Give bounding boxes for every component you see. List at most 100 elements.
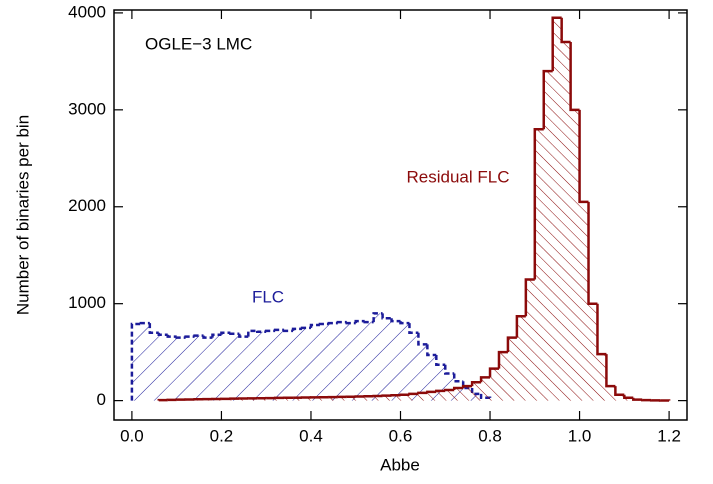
histogram-bar [526, 279, 535, 400]
histogram-step [454, 373, 463, 381]
y-tick-label: 2000 [68, 196, 106, 215]
histogram-step [365, 321, 374, 322]
histogram-bar [392, 321, 401, 400]
histogram-bar [553, 18, 562, 401]
histogram-step [284, 330, 293, 331]
histogram-bar [284, 331, 293, 401]
histogram-step [427, 392, 436, 393]
histogram-bar [383, 318, 392, 400]
histogram-step [597, 304, 606, 354]
histogram-bar [589, 304, 598, 401]
histogram-bar [401, 323, 410, 401]
y-tick-label: 4000 [68, 2, 106, 21]
histogram-step [204, 336, 213, 338]
histogram-bar [481, 377, 490, 400]
series-label: Residual FLC [407, 167, 510, 186]
histogram-bar [141, 323, 150, 401]
histogram-bar [248, 331, 257, 401]
annotation: OGLE−3 LMC [145, 34, 252, 53]
histogram-bar [365, 322, 374, 401]
histogram-step [177, 337, 186, 338]
histogram-bar [562, 42, 571, 401]
histogram-step [633, 398, 642, 400]
histogram-step [436, 355, 445, 365]
histogram-step [427, 344, 436, 355]
histogram-bar [580, 202, 589, 401]
histogram-bar [499, 352, 508, 400]
histogram-bar [329, 323, 338, 401]
histogram-bar [230, 334, 239, 401]
series-label: FLC [252, 287, 284, 306]
histogram-step [571, 42, 580, 110]
histogram-bar [186, 337, 195, 401]
x-tick-label: 1.2 [657, 426, 681, 445]
histogram-bar [195, 336, 204, 401]
histogram-bar [571, 110, 580, 401]
histogram-step [392, 318, 401, 321]
histogram-step [230, 333, 239, 334]
histogram-bar [544, 71, 553, 401]
histogram-step [401, 321, 410, 323]
histogram-bar [239, 337, 248, 401]
histogram-bar [275, 330, 284, 401]
histogram-bar [409, 333, 418, 401]
histogram-bar [356, 321, 365, 400]
histogram-step [347, 322, 356, 323]
x-tick-label: 1.0 [568, 426, 592, 445]
histogram-step [445, 390, 454, 391]
histogram-bar [454, 388, 463, 401]
histogram-bar [463, 386, 472, 401]
histogram-bar [374, 313, 383, 400]
histogram-step [409, 323, 418, 333]
histogram-step [436, 391, 445, 392]
x-tick-label: 0.8 [478, 426, 502, 445]
histogram-bar [212, 335, 221, 401]
histogram-step [615, 386, 624, 395]
y-axis-label: Number of binaries per bin [13, 115, 32, 315]
histogram-bar [257, 332, 266, 401]
histogram-bar [338, 322, 347, 401]
histogram-step [257, 331, 266, 332]
histogram-bar [508, 338, 517, 401]
histogram-bar [436, 391, 445, 401]
histogram-bar [472, 382, 481, 400]
histogram-bar [293, 329, 302, 401]
histogram-step [150, 323, 159, 333]
x-tick-label: 0.2 [210, 426, 234, 445]
y-tick-label: 3000 [68, 99, 106, 118]
histogram-step [624, 395, 633, 398]
histogram-step [418, 333, 427, 345]
histogram-bar [266, 331, 275, 401]
histogram-bar [445, 390, 454, 401]
histogram-bar [320, 324, 329, 401]
histogram-bar [427, 392, 436, 401]
histogram-bar [221, 333, 230, 401]
histogram-step [589, 202, 598, 304]
histogram-bar [177, 338, 186, 401]
histogram-bar [132, 324, 141, 401]
histogram-bar [347, 323, 356, 401]
y-tick-label: 1000 [68, 293, 106, 312]
histogram-bar [159, 335, 168, 401]
histogram-bar [204, 338, 213, 401]
histogram-step [168, 335, 177, 337]
histogram-bar [311, 325, 320, 401]
histogram-step [606, 354, 615, 386]
histogram-bar [606, 386, 615, 401]
histogram-step [445, 365, 454, 374]
histogram-bar [517, 316, 526, 400]
histogram-step [409, 394, 418, 395]
y-tick-label: 0 [97, 390, 106, 409]
histogram-step [383, 313, 392, 318]
x-tick-label: 0.6 [389, 426, 413, 445]
x-tick-label: 0.0 [120, 426, 144, 445]
histogram-step [239, 334, 248, 337]
histogram-step [418, 393, 427, 394]
histogram-bar [150, 333, 159, 401]
histogram-step [159, 333, 168, 335]
histogram-step [580, 110, 589, 202]
x-axis-label: Abbe [380, 455, 420, 474]
histogram-bar [597, 354, 606, 401]
x-tick-label: 0.4 [299, 426, 323, 445]
